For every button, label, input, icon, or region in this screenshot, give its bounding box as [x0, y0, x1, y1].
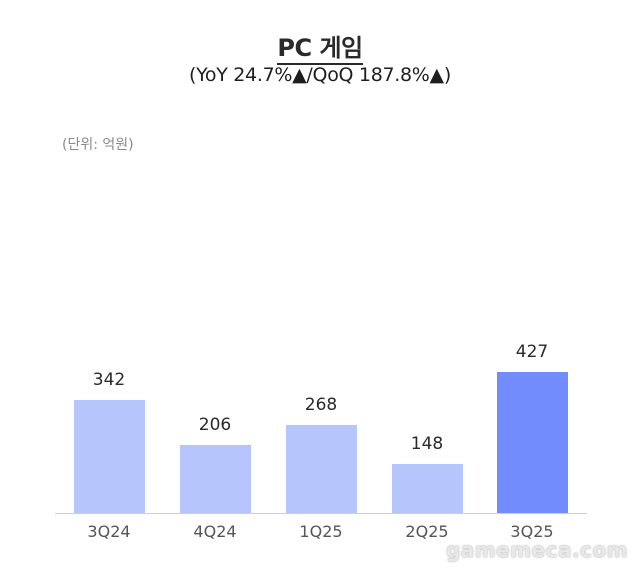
chart-subtitle: (YoY 24.7%▲/QoQ 187.8%▲) [189, 64, 451, 86]
category-label: 3Q24 [87, 522, 131, 541]
unit-label: (단위: 억원) [62, 137, 134, 153]
bar-3Q24 [74, 400, 145, 513]
bar-1Q25 [286, 425, 357, 513]
bar-4Q24 [180, 445, 251, 513]
value-label: 148 [410, 434, 444, 454]
bar-2Q25 [392, 464, 463, 513]
bar-3Q25 [497, 372, 568, 513]
value-label: 206 [198, 415, 232, 435]
value-label: 268 [304, 395, 338, 415]
category-label: 4Q24 [193, 522, 237, 541]
x-axis-baseline [55, 513, 587, 514]
category-label: 2Q25 [405, 522, 449, 541]
value-label: 427 [515, 342, 549, 362]
value-label: 342 [92, 370, 126, 390]
category-label: 3Q25 [510, 522, 554, 541]
category-label: 1Q25 [299, 522, 343, 541]
chart-title-text: PC 게임 [277, 34, 363, 65]
watermark: gamemeca.com [445, 538, 628, 562]
chart-title: PC 게임 [0, 28, 640, 65]
